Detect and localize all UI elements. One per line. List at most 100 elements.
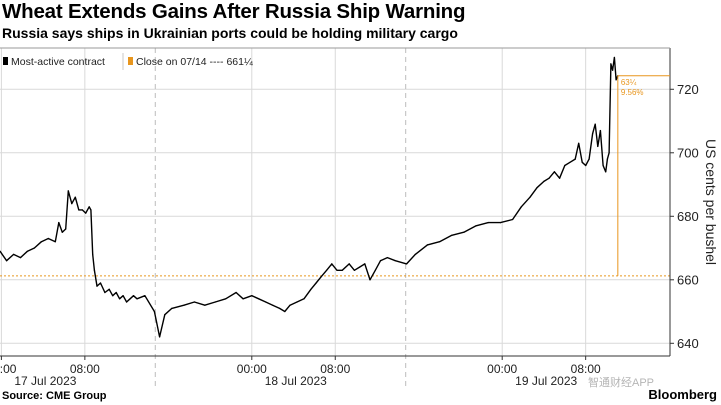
chart-subtitle: Russia says ships in Ukrainian ports cou… bbox=[2, 25, 458, 41]
price-point bbox=[615, 79, 617, 81]
price-point bbox=[58, 222, 60, 224]
x-day-label: 18 Jul 2023 bbox=[265, 374, 327, 388]
change-points-label: 63¼ bbox=[621, 78, 637, 87]
price-point bbox=[26, 250, 29, 252]
price-point bbox=[115, 291, 117, 294]
price-point bbox=[129, 298, 131, 300]
price-point bbox=[71, 203, 73, 205]
x-tick-label: 00:00 bbox=[487, 362, 517, 376]
price-point bbox=[258, 298, 260, 300]
price-point bbox=[564, 164, 566, 167]
price-point bbox=[6, 260, 8, 262]
brand-logo: Bloomberg bbox=[648, 387, 717, 402]
price-point bbox=[112, 295, 114, 297]
price-point bbox=[553, 171, 556, 173]
price-point bbox=[284, 310, 286, 313]
chart-title: Wheat Extends Gains After Russia Ship Wa… bbox=[2, 0, 466, 23]
price-point bbox=[204, 304, 206, 306]
legend: Most-active contract Close on 07/14 ---- … bbox=[3, 53, 253, 70]
change-percent-label: 9.56% bbox=[621, 88, 644, 97]
legend-swatch bbox=[128, 57, 133, 65]
price-point bbox=[225, 298, 227, 300]
price-point bbox=[353, 269, 355, 271]
price-point bbox=[487, 222, 489, 224]
price-point bbox=[159, 336, 161, 338]
price-point bbox=[581, 161, 583, 163]
price-point bbox=[67, 190, 69, 192]
price-point bbox=[193, 301, 195, 303]
price-point bbox=[511, 218, 514, 221]
price-point bbox=[108, 288, 110, 290]
y-tick-label: 720 bbox=[677, 82, 699, 97]
price-point bbox=[320, 276, 322, 278]
price-point bbox=[33, 247, 36, 249]
annotations: 63¼9.56% bbox=[617, 75, 670, 276]
price-point bbox=[599, 130, 602, 132]
price-point bbox=[74, 196, 76, 198]
price-point bbox=[529, 196, 531, 198]
price-point bbox=[65, 228, 67, 230]
y-axis-title: US cents per bushel bbox=[703, 139, 719, 265]
price-point bbox=[597, 145, 599, 147]
x-tick-label: 08:00 bbox=[320, 362, 350, 376]
price-point bbox=[613, 56, 616, 59]
x-tick-label: 08:00 bbox=[571, 362, 601, 376]
price-point bbox=[296, 301, 298, 303]
price-point bbox=[605, 171, 607, 173]
y-tick-label: 700 bbox=[677, 145, 699, 160]
price-point bbox=[99, 282, 102, 284]
price-point bbox=[594, 123, 596, 125]
price-point bbox=[251, 295, 253, 297]
price-point bbox=[132, 295, 135, 297]
x-tick-label: 08:00 bbox=[70, 362, 100, 376]
price-point bbox=[520, 206, 522, 208]
price-point bbox=[439, 241, 441, 243]
price-point bbox=[310, 288, 312, 290]
price-point bbox=[543, 180, 545, 182]
price-point bbox=[369, 279, 371, 281]
x-tick-label: 00:00 bbox=[237, 362, 267, 376]
legend-swatch bbox=[3, 57, 8, 65]
price-point bbox=[588, 158, 590, 160]
price-point bbox=[569, 161, 571, 163]
price-point bbox=[426, 244, 428, 246]
price-point bbox=[279, 307, 281, 309]
price-point bbox=[359, 266, 361, 268]
price-point bbox=[331, 263, 333, 265]
legend-label: Close on 07/14 ---- 661¼ bbox=[136, 56, 253, 68]
price-point bbox=[88, 206, 90, 208]
price-point bbox=[93, 269, 95, 271]
price-point bbox=[374, 269, 376, 271]
y-tick-label: 680 bbox=[677, 209, 699, 224]
price-point bbox=[451, 234, 453, 236]
y-tick-label: 640 bbox=[677, 336, 699, 351]
price-point bbox=[303, 298, 305, 300]
price-point bbox=[171, 307, 173, 309]
price-point bbox=[610, 63, 612, 65]
price-point bbox=[78, 209, 80, 211]
price-point bbox=[592, 133, 594, 135]
price-point bbox=[242, 298, 244, 300]
source-note: Source: CME Group bbox=[2, 390, 107, 402]
price-point bbox=[406, 263, 408, 265]
price-point bbox=[608, 152, 610, 154]
price-point bbox=[559, 177, 561, 179]
price-point bbox=[364, 263, 366, 265]
price-point bbox=[92, 253, 94, 255]
price-point bbox=[153, 310, 155, 313]
price-point bbox=[13, 253, 15, 255]
price-point bbox=[85, 212, 87, 214]
price-point bbox=[47, 237, 49, 240]
price-point bbox=[40, 241, 43, 243]
price-point bbox=[104, 291, 106, 294]
price-point bbox=[19, 257, 22, 259]
price-point bbox=[326, 269, 328, 271]
price-point bbox=[463, 231, 465, 233]
price-point bbox=[606, 158, 609, 160]
x-day-label: 19 Jul 2023 bbox=[515, 374, 577, 388]
y-tick-label: 660 bbox=[677, 272, 699, 287]
price-point bbox=[348, 263, 350, 265]
price-point bbox=[90, 209, 92, 211]
